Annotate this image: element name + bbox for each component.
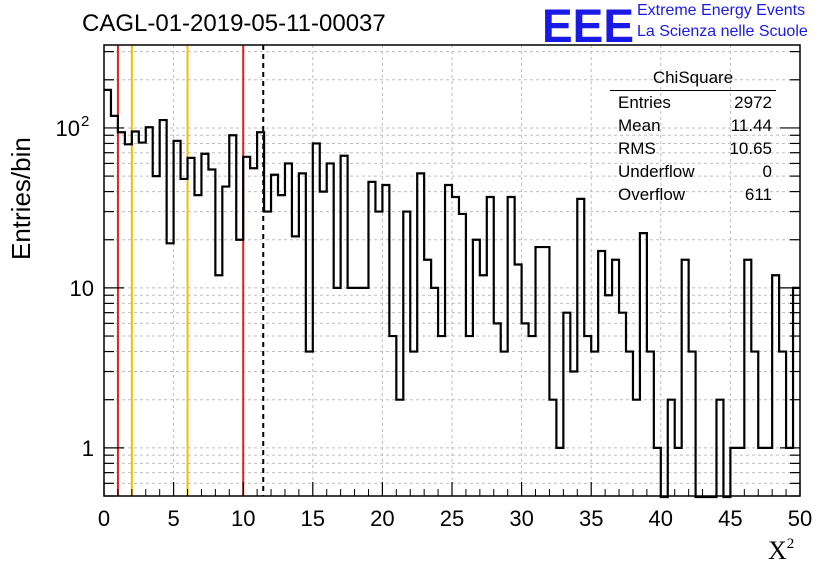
stat-row-mean: Mean 11.44: [610, 114, 776, 137]
x-tick-label: 10: [231, 506, 255, 531]
logo-tagline-1: Extreme Energy Events: [637, 2, 806, 19]
eee-logo-mark: EEE: [542, 2, 634, 48]
stat-label: RMS: [618, 139, 656, 158]
stat-value: 611: [744, 185, 772, 204]
x-axis-label: X2: [768, 536, 794, 566]
logo-tagline-2: La Scienza nelle Scuole: [637, 23, 808, 40]
stat-label: Underflow: [618, 162, 695, 181]
y-tick-label: 10: [70, 276, 94, 301]
stat-value: 10.65: [729, 139, 772, 158]
stat-value: 2972: [734, 93, 772, 112]
stats-title: ChiSquare: [610, 68, 776, 91]
x-tick-label: 25: [440, 506, 464, 531]
x-tick-label: 0: [98, 506, 110, 531]
stat-row-entries: Entries 2972: [610, 91, 776, 114]
histogram-outline: [104, 88, 800, 499]
y-tick-label-superscript: 2: [81, 113, 89, 130]
stat-row-rms: RMS 10.65: [610, 137, 776, 160]
stat-label: Mean: [618, 116, 661, 135]
stat-label: Overflow: [618, 185, 686, 204]
y-tick-label: 1: [82, 436, 94, 461]
x-tick-label: 35: [579, 506, 603, 531]
x-tick-label: 20: [370, 506, 394, 531]
stat-value: 11.44: [730, 116, 772, 135]
x-tick-label: 40: [649, 506, 673, 531]
x-tick-label: 30: [509, 506, 533, 531]
x-tick-label: 50: [788, 506, 812, 531]
stat-row-underflow: Underflow 0: [610, 160, 776, 183]
x-tick-labels: 0 5 10 15 20 25 30 35 40 45 50: [98, 506, 812, 531]
x-tick-label: 45: [718, 506, 742, 531]
x-axis-label-superscript: 2: [786, 536, 795, 552]
y-tick-label: 10: [56, 116, 80, 141]
stats-box: ChiSquare Entries 2972 Mean 11.44 RMS 10…: [610, 68, 776, 206]
axis-ticks: [103, 51, 801, 497]
stat-label: Entries: [618, 93, 671, 112]
x-tick-label: 15: [301, 506, 325, 531]
stat-row-overflow: Overflow 611: [610, 183, 776, 206]
x-tick-label: 5: [167, 506, 179, 531]
chart-title: CAGL-01-2019-05-11-00037: [82, 10, 386, 37]
reference-lines: [116, 45, 265, 496]
x-axis-label-base: X: [768, 536, 787, 565]
stat-value: 0: [762, 162, 772, 181]
eee-logo: EEE: [542, 2, 634, 48]
